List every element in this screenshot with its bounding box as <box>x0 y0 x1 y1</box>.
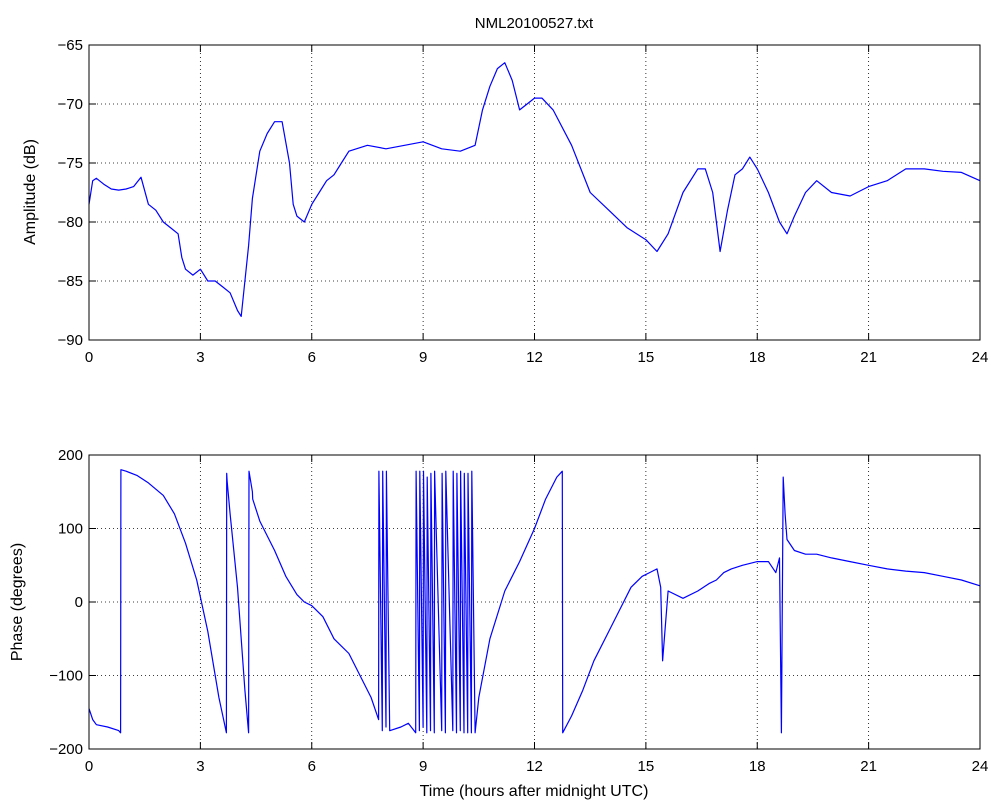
amplitude-x-tick-label: 12 <box>526 349 543 366</box>
phase-series <box>88 469 981 734</box>
phase-x-tick-label: 12 <box>526 758 543 775</box>
phase-y-axis-label: Phase (degrees) <box>9 543 26 661</box>
phase-grid <box>89 455 980 749</box>
phase-x-tick-label: 3 <box>196 758 204 775</box>
amplitude-x-tick-label: 15 <box>638 349 655 366</box>
phase-x-tick-label: 0 <box>85 758 93 775</box>
amplitude-y-axis-label: Amplitude (dB) <box>22 139 39 245</box>
phase-y-tick-label: −200 <box>49 741 83 758</box>
amplitude-y-tick-label: −75 <box>58 155 83 172</box>
phase-x-tick-label: 24 <box>972 758 989 775</box>
phase-y-ticks: 200 100 0 −100 −200 <box>49 447 980 758</box>
phase-x-ticks: 0 3 6 9 12 15 18 21 24 <box>85 455 989 775</box>
phase-x-tick-label: 21 <box>860 758 877 775</box>
amplitude-series <box>88 62 981 317</box>
phase-plot: Time (hours after midnight UTC) Phase (d… <box>9 447 988 800</box>
phase-x-tick-label: 15 <box>638 758 655 775</box>
amplitude-x-tick-label: 24 <box>972 349 989 366</box>
amplitude-x-tick-label: 21 <box>860 349 877 366</box>
phase-y-tick-label: 0 <box>75 594 83 611</box>
amplitude-x-tick-label: 9 <box>419 349 427 366</box>
amplitude-y-ticks: −65 −70 −75 −80 −85 −90 <box>58 37 980 349</box>
phase-x-axis-label: Time (hours after midnight UTC) <box>420 783 649 800</box>
phase-x-tick-label: 9 <box>419 758 427 775</box>
amplitude-x-tick-label: 6 <box>308 349 316 366</box>
amplitude-y-tick-label: −65 <box>58 37 83 54</box>
amplitude-x-tick-label: 0 <box>85 349 93 366</box>
amplitude-y-tick-label: −85 <box>58 273 83 290</box>
amplitude-series-line <box>88 62 981 317</box>
amplitude-y-tick-label: −70 <box>58 96 83 113</box>
phase-x-tick-label: 18 <box>749 758 766 775</box>
amplitude-y-tick-label: −90 <box>58 332 83 349</box>
phase-y-tick-label: −100 <box>49 668 83 685</box>
phase-y-tick-label: 100 <box>58 521 83 538</box>
amplitude-grid <box>89 45 980 340</box>
amplitude-x-tick-label: 3 <box>196 349 204 366</box>
amplitude-x-tick-label: 18 <box>749 349 766 366</box>
chart-title: NML20100527.txt <box>475 15 594 32</box>
amplitude-x-ticks: 0 3 6 9 12 15 18 21 24 <box>85 45 989 366</box>
phase-x-tick-label: 6 <box>308 758 316 775</box>
phase-series-line <box>88 469 981 734</box>
amplitude-y-tick-label: −80 <box>58 214 83 231</box>
phase-y-tick-label: 200 <box>58 447 83 464</box>
amplitude-plot: NML20100527.txt Amplitude (dB) 0 3 6 9 12 15 1… <box>22 15 988 366</box>
